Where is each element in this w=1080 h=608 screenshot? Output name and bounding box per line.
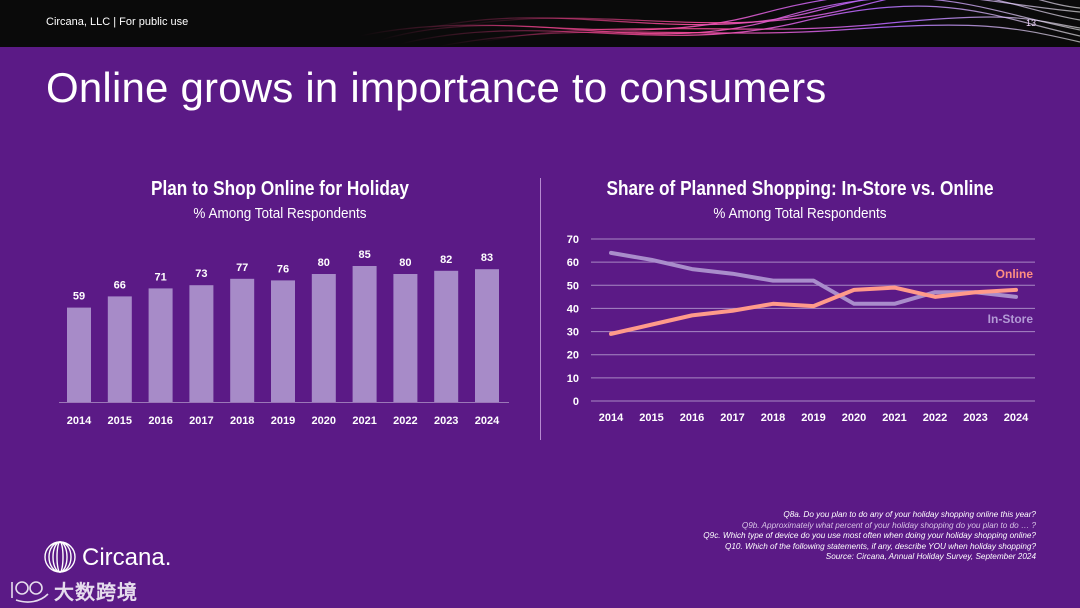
line-xtick-2016: 2016	[680, 412, 704, 424]
line-chart: 0 10 20 30 40 50 60 70 2014 2015 2016 2017 2018 2019 2…	[567, 234, 1035, 424]
line-xtick-2024: 2024	[1004, 412, 1029, 424]
line-chart-title: Share of Planned Shopping: In-Store vs. …	[606, 178, 994, 200]
bar-2023	[434, 270, 459, 402]
line-xtick-2018: 2018	[761, 412, 785, 424]
top-bar: Circana, LLC | For public use 13	[0, 0, 1080, 47]
watermark-text: 大数跨境	[54, 582, 138, 604]
watermark-icon	[11, 581, 49, 603]
bar-label-2017: 73	[195, 268, 207, 280]
line-xtick-2020: 2020	[842, 412, 866, 424]
bar-2019	[271, 280, 295, 402]
bar-label-2021: 85	[358, 249, 370, 261]
y-tick-30: 30	[567, 327, 579, 339]
bar-label-2023: 82	[440, 254, 452, 266]
bar-label-2015: 66	[114, 279, 126, 291]
bar-xtick-2022: 2022	[393, 415, 417, 427]
bar-xtick-2019: 2019	[271, 415, 295, 427]
bar-2021	[352, 266, 377, 402]
line-xtick-2022: 2022	[923, 412, 947, 424]
bar-2024	[475, 269, 499, 402]
bar-label-2020: 80	[318, 257, 330, 269]
line-xtick-2019: 2019	[801, 412, 825, 424]
line-xtick-2014: 2014	[599, 412, 624, 424]
y-tick-50: 50	[567, 280, 579, 292]
bar-2014	[67, 307, 91, 402]
bar-2017	[189, 285, 214, 402]
bar-xtick-2017: 2017	[189, 415, 213, 427]
bar-2020	[311, 274, 336, 402]
bar-xtick-2021: 2021	[352, 415, 376, 427]
page-number: 13	[1025, 18, 1036, 28]
note-source: Source: Circana, Annual Holiday Survey, …	[825, 552, 1036, 562]
note-q8a: Q8a. Do you plan to do any of your holid…	[783, 510, 1036, 519]
y-tick-70: 70	[567, 234, 579, 246]
footnotes: Q8a. Do you plan to do any of your holid…	[703, 510, 1036, 563]
line-xtick-2015: 2015	[639, 412, 663, 424]
y-tick-40: 40	[567, 303, 579, 315]
circana-logo-text: Circana.	[82, 544, 172, 571]
note-q9c: Q9c. Which type of device do you use mos…	[703, 531, 1036, 541]
line-xtick-2021: 2021	[882, 412, 906, 424]
bar-xtick-2023: 2023	[434, 415, 458, 427]
series-line-online	[609, 285, 1018, 336]
bar-xtick-2018: 2018	[230, 415, 254, 427]
bar-label-2018: 77	[236, 262, 248, 274]
line-xtick-2023: 2023	[963, 412, 987, 424]
bar-2016	[148, 288, 173, 402]
bar-chart-subtitle: % Among Total Respondents	[193, 205, 367, 222]
y-tick-10: 10	[567, 373, 579, 385]
bar-label-2022: 80	[399, 257, 411, 269]
bar-xtick-2020: 2020	[312, 415, 336, 427]
legend-label-in-store: In-Store	[988, 312, 1034, 326]
note-q10: Q10. Which of the following statements, …	[725, 541, 1036, 551]
note-q9b: Q9b. Approximately what percent of your …	[741, 520, 1036, 530]
bar-label-2024: 83	[481, 252, 493, 264]
bar-chart-title: Plan to Shop Online for Holiday	[150, 178, 409, 200]
bar-label-2019: 76	[277, 263, 289, 275]
bar-xtick-2024: 2024	[475, 415, 500, 427]
circana-logo-icon	[44, 541, 76, 573]
header-company: Circana, LLC | For public use	[46, 16, 189, 28]
line-xtick-2017: 2017	[720, 412, 744, 424]
bar-label-2016: 71	[154, 271, 166, 283]
bar-xtick-2015: 2015	[108, 415, 132, 427]
y-tick-20: 20	[567, 350, 579, 362]
bar-xtick-2016: 2016	[148, 415, 172, 427]
y-tick-0: 0	[573, 396, 579, 408]
bar-2015	[107, 296, 132, 402]
bar-2022	[393, 274, 418, 402]
bar-2018	[230, 278, 255, 402]
bar-chart: 59 2014 66 2015 71 2016 73 2017 77 2018 76 2019 80 20…	[59, 249, 509, 427]
line-chart-subtitle: % Among Total Respondents	[713, 205, 887, 222]
legend-label-online: Online	[996, 267, 1034, 281]
y-tick-60: 60	[567, 257, 579, 269]
bar-label-2014: 59	[73, 291, 85, 303]
chart-divider	[540, 178, 541, 440]
bar-xtick-2014: 2014	[67, 415, 92, 427]
decorative-waves	[359, 0, 1080, 47]
page-title: Online grows in importance to consumers	[46, 64, 827, 111]
